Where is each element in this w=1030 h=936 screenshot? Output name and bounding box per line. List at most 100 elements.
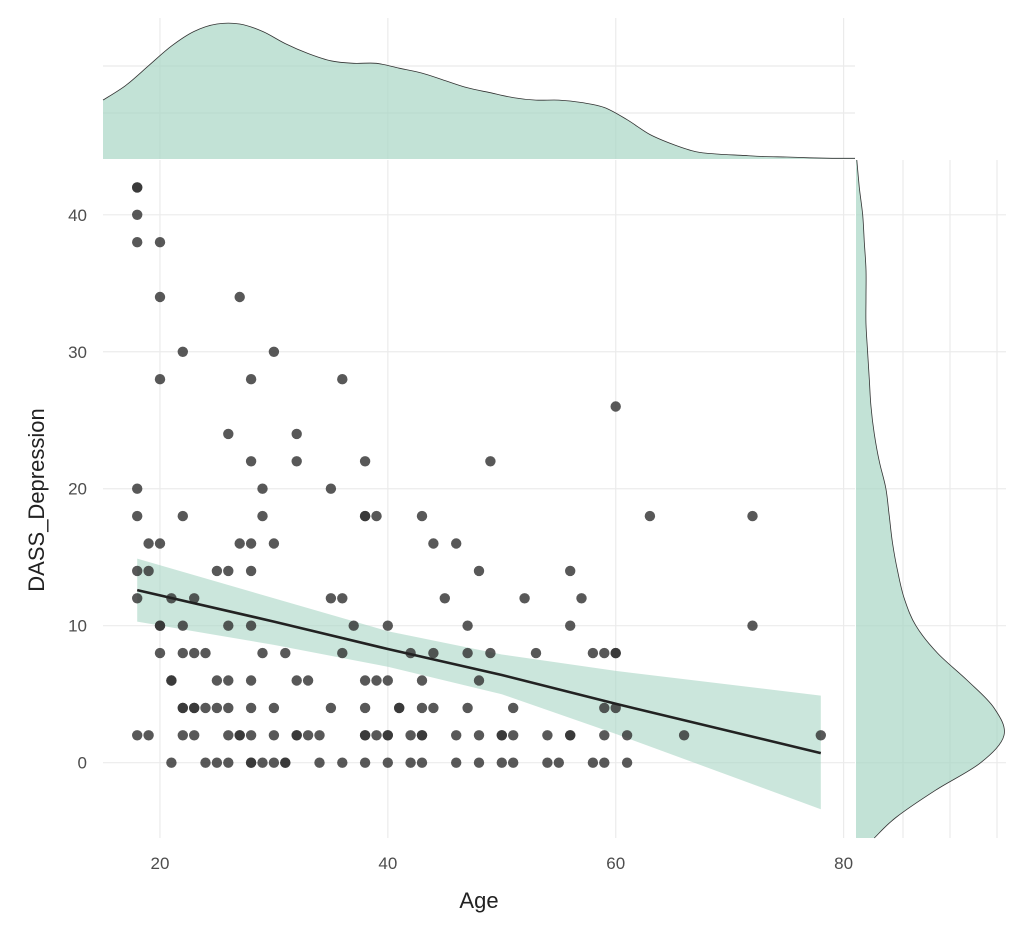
data-point (132, 593, 143, 604)
data-point (496, 757, 507, 768)
data-point (211, 675, 223, 686)
data-point (462, 620, 473, 631)
data-point (747, 620, 758, 631)
y-density-outline (856, 159, 1005, 839)
data-point (599, 757, 610, 768)
x-density-area (103, 23, 855, 159)
data-point (405, 730, 416, 741)
data-point (508, 730, 519, 741)
data-point (189, 702, 200, 714)
data-point (257, 757, 268, 768)
y-tick-label: 40 (68, 206, 87, 225)
data-point (359, 456, 371, 467)
right-density-panel (856, 159, 1006, 839)
data-point (189, 593, 200, 604)
data-point (143, 538, 154, 549)
data-point (371, 510, 382, 522)
data-point (815, 730, 826, 741)
data-point (154, 538, 166, 549)
data-point (223, 702, 234, 714)
data-point (132, 237, 143, 248)
y-density-area (856, 160, 1005, 838)
data-point (177, 620, 188, 631)
data-point (428, 702, 439, 714)
data-point (337, 593, 348, 604)
data-point (473, 675, 485, 686)
data-point (154, 620, 166, 631)
data-point (177, 702, 188, 714)
data-point (587, 647, 599, 659)
data-point (416, 702, 428, 714)
data-point (257, 510, 268, 522)
data-point (211, 757, 223, 768)
data-point (154, 647, 166, 659)
data-point (348, 620, 359, 631)
y-tick-label: 30 (68, 343, 87, 362)
x-tick-label: 80 (834, 854, 853, 873)
data-point (451, 757, 462, 768)
data-point (166, 675, 177, 686)
data-point (154, 374, 166, 385)
data-point (473, 565, 485, 577)
data-point (268, 346, 280, 357)
data-point (416, 730, 428, 741)
data-point (200, 647, 211, 659)
data-point (371, 675, 382, 686)
data-point (132, 209, 143, 220)
data-point (508, 702, 519, 714)
data-point (302, 675, 314, 686)
data-point (621, 730, 633, 741)
data-point (291, 730, 302, 741)
data-point (166, 757, 177, 768)
data-point (143, 730, 154, 741)
data-point (416, 510, 428, 522)
data-point (291, 428, 302, 440)
data-point (599, 647, 610, 659)
x-tick-label: 20 (151, 854, 170, 873)
data-point (223, 675, 234, 686)
data-point (542, 757, 553, 768)
data-point (325, 483, 337, 494)
data-point (223, 620, 234, 631)
data-point (268, 730, 280, 741)
data-point (234, 291, 245, 303)
data-point (337, 374, 348, 385)
data-point (280, 647, 291, 659)
data-point (245, 702, 257, 714)
x-axis-title: Age (459, 888, 498, 913)
data-point (382, 675, 393, 686)
data-point (245, 374, 257, 385)
data-point (394, 702, 405, 714)
data-point (496, 730, 507, 741)
y-tick-label: 20 (68, 480, 87, 499)
data-point (587, 757, 599, 768)
data-point (382, 620, 393, 631)
scatter-points (132, 182, 826, 768)
data-point (747, 510, 758, 522)
data-point (132, 483, 143, 494)
data-point (132, 565, 143, 577)
data-point (177, 346, 188, 357)
data-point (245, 730, 257, 741)
data-point (189, 730, 200, 741)
data-point (325, 593, 337, 604)
data-point (508, 757, 519, 768)
y-axis-ticks: 0 10 20 30 40 (68, 206, 87, 773)
data-point (234, 730, 245, 741)
data-point (257, 483, 268, 494)
data-point (371, 730, 382, 741)
data-point (416, 757, 428, 768)
data-point (610, 401, 621, 412)
data-point (223, 428, 234, 440)
data-point (428, 538, 439, 549)
data-point (337, 757, 348, 768)
data-point (565, 620, 576, 631)
data-point (337, 647, 348, 659)
y-tick-label: 0 (78, 754, 87, 773)
data-point (211, 565, 223, 577)
data-point (485, 647, 496, 659)
data-point (610, 647, 621, 659)
data-point (154, 291, 166, 303)
data-point (189, 647, 200, 659)
